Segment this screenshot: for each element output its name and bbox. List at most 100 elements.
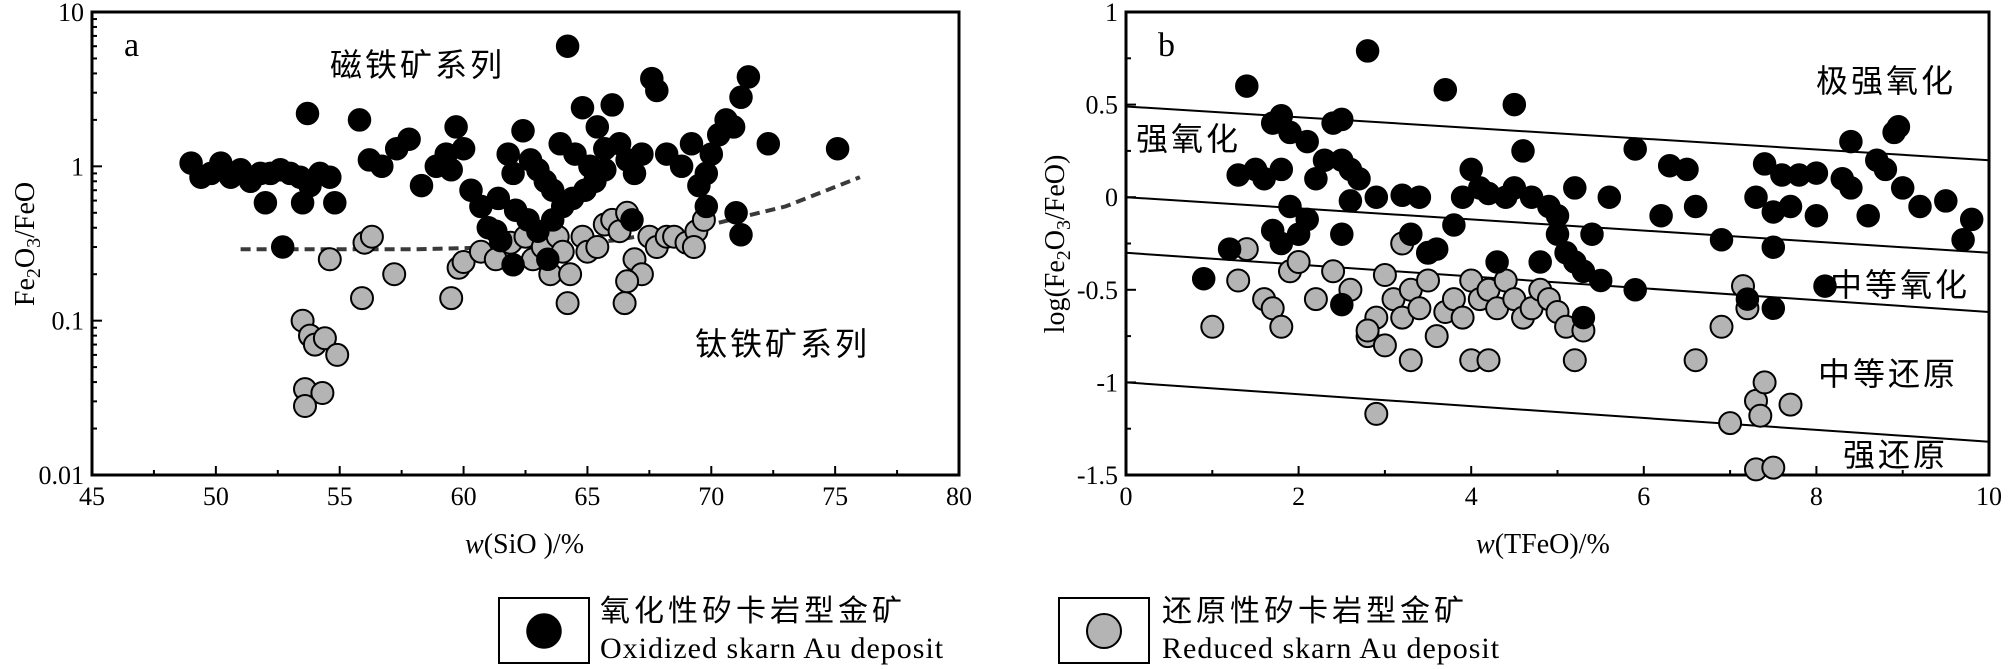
- panel-b-oxidized-point: [1330, 222, 1354, 246]
- panel-a-oxidized-point: [486, 186, 511, 211]
- panel-b-oxidized-point: [1235, 74, 1259, 98]
- panel-b-boundary-line: [1125, 105, 1990, 162]
- panel-a-xtick-label: 75: [822, 482, 848, 511]
- panel-b-xtick-label: 8: [1810, 482, 1823, 511]
- panel-b-oxidized-point: [1511, 139, 1535, 163]
- panel-a-reduced-point: [312, 326, 337, 351]
- panel-b-xtick-label: 6: [1637, 482, 1650, 511]
- panel-b-oxidized-point: [1269, 157, 1294, 182]
- panel-b-xtick-label: 0: [1120, 482, 1133, 511]
- panel-a-reduced-point: [382, 262, 407, 287]
- panel-b-reduced-point: [1372, 263, 1397, 287]
- panel-a-oxidized-point: [318, 165, 342, 189]
- panel-b-oxidized-point: [1364, 185, 1389, 209]
- panel-b-ticks: 0 2 4 6 8 10 -1.5 -1 -0.5 0 0.5 1: [1077, 0, 2002, 511]
- panel-b: 0 2 4 6 8 10 -1.5 -1 -0.5 0 0.5 1 b 极强氧化 强氧化 中等氧化 中…: [1040, 0, 2002, 560]
- panel-b-boundary-line: [1125, 381, 1990, 443]
- panel-b-xlabel: w(TFeO)/%: [1476, 529, 1610, 560]
- panel-a-oxidized-point: [323, 191, 347, 215]
- panel-a-oxidized-point: [347, 108, 372, 132]
- panel-a-oxidized-point: [645, 78, 669, 103]
- panel-a-xtick-label: 50: [203, 482, 229, 511]
- panel-a-reduced-point: [681, 235, 706, 259]
- panel-b-reduced-point: [1562, 348, 1587, 373]
- panel-b-reduced-point: [1778, 392, 1803, 417]
- panel-a-xtick-label: 70: [698, 482, 724, 511]
- panel-b-oxidized-point: [1269, 231, 1294, 256]
- panel-b-reduced-point: [1407, 296, 1432, 321]
- panel-b-oxidized-point: [1330, 107, 1354, 132]
- panel-b-oxidized-point: [1709, 228, 1734, 252]
- panel-b-reduced-point: [1269, 314, 1294, 339]
- panel-b-boundary-line: [1125, 251, 1990, 313]
- panel-a-reduced-point: [350, 286, 374, 311]
- panel-a-ylabel: Fe2O3/FeO: [10, 182, 45, 306]
- panel-b-oxidized-point: [1744, 185, 1768, 209]
- panel-b-oxidized-point: [1295, 207, 1319, 232]
- panel-a-reduced-point: [317, 247, 342, 272]
- panel-a-oxidized-point: [439, 158, 463, 182]
- panel-b-reduced-point: [1683, 348, 1708, 373]
- panel-a-oxidized-point: [536, 247, 560, 272]
- panel-b-reduced-point: [1752, 370, 1777, 395]
- panel-a-oxidized-point: [593, 158, 617, 182]
- panel-a-oxidized-point: [555, 34, 580, 58]
- legend-oxidized-marker: [526, 613, 562, 649]
- panel-b-oxidized-point: [1735, 287, 1760, 311]
- panel-b-oxidized-point: [1951, 228, 1975, 252]
- panel-a-reduced-point: [585, 235, 610, 259]
- panel-a-oxidized-point: [756, 132, 781, 156]
- panel-b-oxidized-point: [1571, 305, 1596, 330]
- panel-b-oxidized-point: [1424, 237, 1449, 261]
- panel-b-oxidized-point: [1588, 268, 1613, 293]
- panel-b-ylabel: log(Fe2O3/FeO): [1040, 155, 1075, 334]
- legend-oxidized-swatch-box: [498, 597, 590, 664]
- panel-a-xtick-label: 80: [946, 482, 972, 511]
- panel-a-oxidized-point: [444, 115, 468, 139]
- panel-b-oxidized-point: [1886, 115, 1911, 139]
- panel-a-xtick-label: 45: [79, 482, 105, 511]
- panel-b-xtick-label: 4: [1465, 482, 1478, 511]
- panel-b-reduced-point: [1321, 259, 1346, 284]
- panel-a-letter: a: [124, 27, 139, 64]
- panel-b-oxidized-point: [1804, 203, 1829, 228]
- panel-b-oxidized-point: [1908, 194, 1932, 219]
- panel-b-oxidized-point: [1338, 189, 1363, 213]
- panel-b-oxidized-point: [1683, 194, 1708, 219]
- panel-a-xtick-label: 65: [574, 482, 600, 511]
- panel-b-reduced-point: [1450, 305, 1475, 330]
- panel-a-oxidized-point: [270, 235, 295, 259]
- panel-a-oxidized-point: [694, 194, 719, 219]
- panel-a-oxidized-point: [409, 173, 434, 198]
- panel-a-reduced-point: [310, 381, 335, 405]
- strong-oxidation-label: 强氧化: [1136, 120, 1241, 158]
- panel-a-oxidized-point: [484, 219, 508, 243]
- panel-b-ytick-label: 0: [1105, 183, 1118, 212]
- panel-a-oxidized-point: [496, 142, 520, 166]
- panel-a-oxidized-point: [397, 127, 421, 151]
- panel-a-oxidized-point: [585, 115, 610, 139]
- panel-b-reduced-point: [1761, 455, 1786, 480]
- panel-b-ytick-label: -1: [1096, 368, 1118, 397]
- panel-b-reduced-point: [1303, 287, 1328, 312]
- panel-a-reduced-point: [325, 342, 350, 367]
- panel-a-oxidized-point: [630, 142, 654, 166]
- panel-b-reduced-point: [1226, 268, 1251, 293]
- panel-b-reduced-point: [1718, 411, 1743, 436]
- panel-b-xtick-label: 10: [1976, 482, 2002, 511]
- panel-b-oxidized-point: [1778, 194, 1803, 219]
- panel-a-points: [179, 34, 850, 418]
- panel-a-oxidized-point: [729, 85, 753, 110]
- panel-a-ytick-label: 1: [71, 152, 84, 181]
- panel-b-reduced-point: [1398, 348, 1423, 373]
- legend-reduced-marker: [1086, 613, 1122, 649]
- panel-a-reduced-point: [359, 224, 384, 249]
- panel-a-oxidized-point: [736, 65, 761, 89]
- legend-reduced-en: Reduced skarn Au deposit: [1162, 632, 1500, 665]
- panel-a-xtick-label: 55: [327, 482, 353, 511]
- panel-b-oxidized-point: [1649, 203, 1673, 228]
- panel-b-oxidized-point: [1528, 250, 1552, 274]
- legend-oxidized-zh: 氧化性矽卡岩型金矿: [600, 594, 906, 629]
- panel-b-oxidized-point: [1502, 92, 1527, 117]
- panel-b-oxidized-point: [1580, 222, 1604, 246]
